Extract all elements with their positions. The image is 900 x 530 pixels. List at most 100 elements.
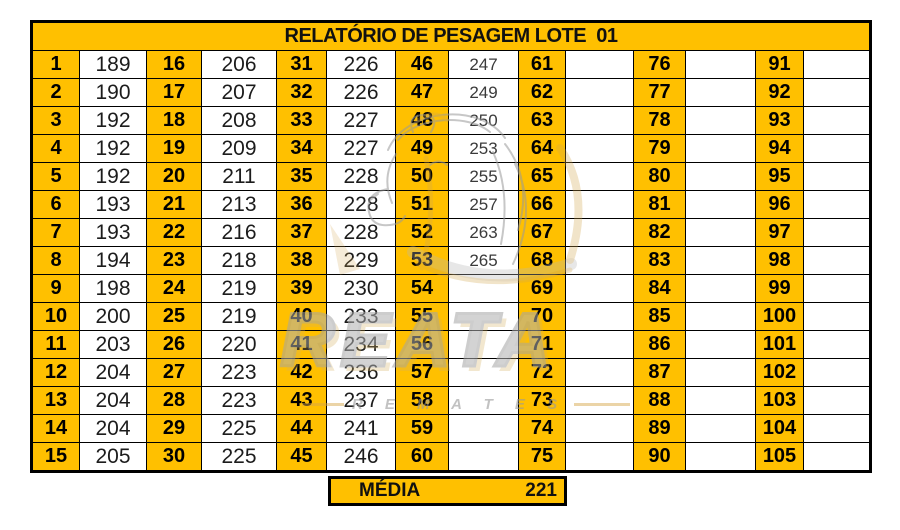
animal-number-cell: 63 — [518, 106, 566, 135]
animal-number-cell: 80 — [633, 162, 686, 191]
animal-number-cell: 4 — [31, 134, 80, 163]
animal-number-cell: 31 — [276, 50, 327, 79]
table-row: 5 192 20 211 35 228 50 255 65 80 95 — [31, 162, 871, 191]
animal-number-cell: 76 — [633, 50, 686, 79]
animal-number-cell: 70 — [518, 302, 566, 331]
animal-number-cell: 15 — [31, 442, 80, 472]
weight-value-cell — [685, 358, 756, 387]
animal-number-cell: 77 — [633, 78, 686, 107]
weights-table: RELATÓRIO DE PESAGEM LOTE 01 1 189 16 206 31… — [30, 20, 872, 473]
animal-number-cell: 62 — [518, 78, 566, 107]
weight-value-cell — [803, 190, 871, 219]
animal-number-cell: 23 — [146, 246, 202, 275]
animal-number-cell: 5 — [31, 162, 80, 191]
animal-number-cell: 96 — [755, 190, 804, 219]
weight-value-cell — [685, 330, 756, 359]
animal-number-cell: 66 — [518, 190, 566, 219]
weight-value-cell — [803, 78, 871, 107]
weight-value-cell: 219 — [201, 302, 277, 331]
animal-number-cell: 82 — [633, 218, 686, 247]
weight-value-cell — [803, 274, 871, 303]
weight-value-cell — [803, 302, 871, 331]
animal-number-cell: 42 — [276, 358, 327, 387]
weight-value-cell: 227 — [326, 106, 396, 135]
animal-number-cell: 54 — [395, 274, 449, 303]
weight-value-cell — [803, 358, 871, 387]
weight-value-cell — [803, 134, 871, 163]
animal-number-cell: 95 — [755, 162, 804, 191]
weight-value-cell — [565, 162, 634, 191]
table-row: 3 192 18 208 33 227 48 250 63 78 93 — [31, 106, 871, 135]
weight-value-cell — [685, 50, 756, 79]
weight-value-cell — [685, 162, 756, 191]
weight-value-cell — [448, 386, 519, 415]
weight-value-cell — [685, 246, 756, 275]
animal-number-cell: 91 — [755, 50, 804, 79]
weight-value-cell: 216 — [201, 218, 277, 247]
animal-number-cell: 98 — [755, 246, 804, 275]
weight-value-cell — [565, 134, 634, 163]
animal-number-cell: 97 — [755, 218, 804, 247]
animal-number-cell: 105 — [755, 442, 804, 472]
animal-number-cell: 87 — [633, 358, 686, 387]
animal-number-cell: 68 — [518, 246, 566, 275]
animal-number-cell: 32 — [276, 78, 327, 107]
weight-value-cell: 257 — [448, 190, 519, 219]
weight-value-cell — [685, 78, 756, 107]
table-row: 12 204 27 223 42 236 57 72 87 102 — [31, 358, 871, 387]
animal-number-cell: 2 — [31, 78, 80, 107]
animal-number-cell: 59 — [395, 414, 449, 443]
animal-number-cell: 102 — [755, 358, 804, 387]
weight-value-cell — [685, 218, 756, 247]
animal-number-cell: 10 — [31, 302, 80, 331]
weight-value-cell: 192 — [79, 134, 147, 163]
weight-value-cell: 190 — [79, 78, 147, 107]
weight-value-cell: 204 — [79, 414, 147, 443]
weight-value-cell: 226 — [326, 50, 396, 79]
animal-number-cell: 22 — [146, 218, 202, 247]
animal-number-cell: 21 — [146, 190, 202, 219]
weight-value-cell: 229 — [326, 246, 396, 275]
animal-number-cell: 29 — [146, 414, 202, 443]
animal-number-cell: 44 — [276, 414, 327, 443]
weight-value-cell — [448, 330, 519, 359]
table-row: 6 193 21 213 36 228 51 257 66 81 96 — [31, 190, 871, 219]
weight-value-cell — [803, 162, 871, 191]
weight-value-cell: 234 — [326, 330, 396, 359]
animal-number-cell: 30 — [146, 442, 202, 472]
animal-number-cell: 94 — [755, 134, 804, 163]
weight-value-cell: 241 — [326, 414, 396, 443]
animal-number-cell: 36 — [276, 190, 327, 219]
animal-number-cell: 71 — [518, 330, 566, 359]
animal-number-cell: 53 — [395, 246, 449, 275]
animal-number-cell: 28 — [146, 386, 202, 415]
weight-value-cell: 225 — [201, 442, 277, 472]
media-bar: MÉDIA 221 — [328, 476, 567, 506]
animal-number-cell: 40 — [276, 302, 327, 331]
animal-number-cell: 69 — [518, 274, 566, 303]
animal-number-cell: 35 — [276, 162, 327, 191]
weight-value-cell: 265 — [448, 246, 519, 275]
animal-number-cell: 57 — [395, 358, 449, 387]
animal-number-cell: 34 — [276, 134, 327, 163]
weight-value-cell — [685, 386, 756, 415]
animal-number-cell: 89 — [633, 414, 686, 443]
animal-number-cell: 26 — [146, 330, 202, 359]
weight-value-cell: 255 — [448, 162, 519, 191]
weight-value-cell: 246 — [326, 442, 396, 472]
weight-value-cell — [803, 106, 871, 135]
animal-number-cell: 1 — [31, 50, 80, 79]
animal-number-cell: 13 — [31, 386, 80, 415]
weight-value-cell: 223 — [201, 358, 277, 387]
animal-number-cell: 104 — [755, 414, 804, 443]
media-label: MÉDIA — [359, 480, 421, 501]
animal-number-cell: 7 — [31, 218, 80, 247]
weight-value-cell: 247 — [448, 50, 519, 79]
weight-value-cell: 230 — [326, 274, 396, 303]
animal-number-cell: 9 — [31, 274, 80, 303]
weight-value-cell: 219 — [201, 274, 277, 303]
animal-number-cell: 74 — [518, 414, 566, 443]
table-row: 10 200 25 219 40 233 55 70 85 100 — [31, 302, 871, 331]
weight-value-cell — [803, 218, 871, 247]
